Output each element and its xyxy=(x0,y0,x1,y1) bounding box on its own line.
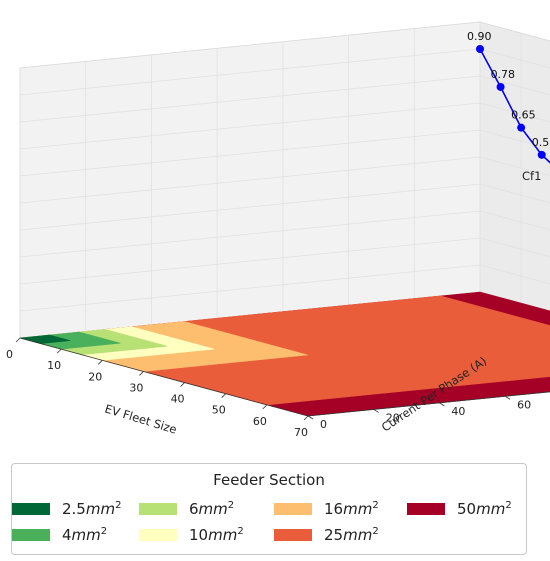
y-tick-label: 0 xyxy=(320,418,327,431)
legend-item: 25mm2 xyxy=(274,524,379,546)
cf1-point xyxy=(537,150,546,159)
axes: 0102030405060700204060801001201400.00.10… xyxy=(6,337,550,439)
chart-3d: 0.900.780.650.570.520.490.470.450.430.41… xyxy=(6,21,550,439)
cf1-point xyxy=(496,82,505,91)
legend-swatch xyxy=(274,503,312,515)
cf1-point xyxy=(476,45,484,53)
legend-swatch xyxy=(139,503,177,515)
cf1-line xyxy=(479,48,550,164)
legend-swatch xyxy=(12,529,50,541)
x-tick-label: 50 xyxy=(212,404,226,417)
x-tick-label: 0 xyxy=(6,348,13,361)
legend-label: 10mm2 xyxy=(189,526,244,544)
cf1-data-label: 0.65 xyxy=(511,109,535,122)
cf1-data-label: 0.90 xyxy=(467,30,492,43)
legend-label: 16mm2 xyxy=(324,500,379,518)
legend-label: 2.5mm2 xyxy=(62,500,122,518)
legend-label: 50mm2 xyxy=(457,500,512,518)
cf1-data-label: 0.57 xyxy=(532,136,550,149)
x-tick-mark xyxy=(15,337,21,343)
x-tick-label: 30 xyxy=(129,381,143,394)
x-tick-mark xyxy=(262,404,268,410)
gridline-z xyxy=(19,264,550,312)
gridline-z xyxy=(19,102,550,150)
y-tick-mark xyxy=(307,415,314,420)
legend-swatch xyxy=(407,503,445,515)
x-tick-mark xyxy=(303,415,309,421)
x-tick-mark xyxy=(98,360,103,365)
y-tick-mark xyxy=(373,409,379,413)
contour-surface xyxy=(19,291,550,417)
legend-item: 6mm2 xyxy=(139,498,234,520)
legend-item: 2.5mm2 xyxy=(12,498,121,520)
y-tick-mark xyxy=(504,395,511,400)
y-axis-line xyxy=(307,391,550,417)
x-axis-label: EV Fleet Size xyxy=(103,401,178,436)
x-axis-line xyxy=(19,337,309,417)
legend-label: 6mm2 xyxy=(189,500,235,518)
legend-swatch xyxy=(139,529,177,541)
x-tick-label: 20 xyxy=(88,370,102,383)
legend-swatch xyxy=(12,503,50,515)
legend: Feeder Section 2.5mm2 4mm2 6mm2 10mm2 16mm2 2… xyxy=(11,463,527,555)
gridline-z xyxy=(19,210,550,258)
gridline-z xyxy=(19,237,550,285)
z-axis-label: Cf1 xyxy=(522,169,541,183)
legend-item: 4mm2 xyxy=(12,524,107,546)
x-tick-mark xyxy=(180,382,185,387)
legend-item: 50mm2 xyxy=(407,498,512,520)
x-tick-label: 10 xyxy=(47,359,61,372)
gridline-z xyxy=(19,129,550,177)
legend-label: 4mm2 xyxy=(62,526,108,544)
x-tick-label: 60 xyxy=(253,415,267,428)
x-tick-mark xyxy=(221,393,226,398)
gridline-z xyxy=(19,156,550,204)
y-tick-label: 40 xyxy=(451,405,465,418)
y-tick-label: 60 xyxy=(517,398,531,411)
cf1-data-label: 0.78 xyxy=(491,68,515,81)
x-tick-mark xyxy=(56,348,62,354)
cf1-line-series: 0.900.780.650.570.520.490.470.450.430.41… xyxy=(467,30,550,164)
cf1-point xyxy=(517,123,526,132)
legend-item: 10mm2 xyxy=(139,524,244,546)
x-tick-label: 70 xyxy=(294,426,308,439)
x-tick-label: 40 xyxy=(171,393,185,406)
legend-swatch xyxy=(274,529,312,541)
gridline-z xyxy=(19,75,550,123)
legend-item: 16mm2 xyxy=(274,498,379,520)
legend-title: Feeder Section xyxy=(213,471,325,489)
legend-label: 25mm2 xyxy=(324,526,379,544)
gridline-z xyxy=(19,183,550,231)
y-tick-label: 20 xyxy=(386,411,400,424)
y-tick-mark xyxy=(439,402,445,407)
x-tick-mark xyxy=(139,371,144,376)
